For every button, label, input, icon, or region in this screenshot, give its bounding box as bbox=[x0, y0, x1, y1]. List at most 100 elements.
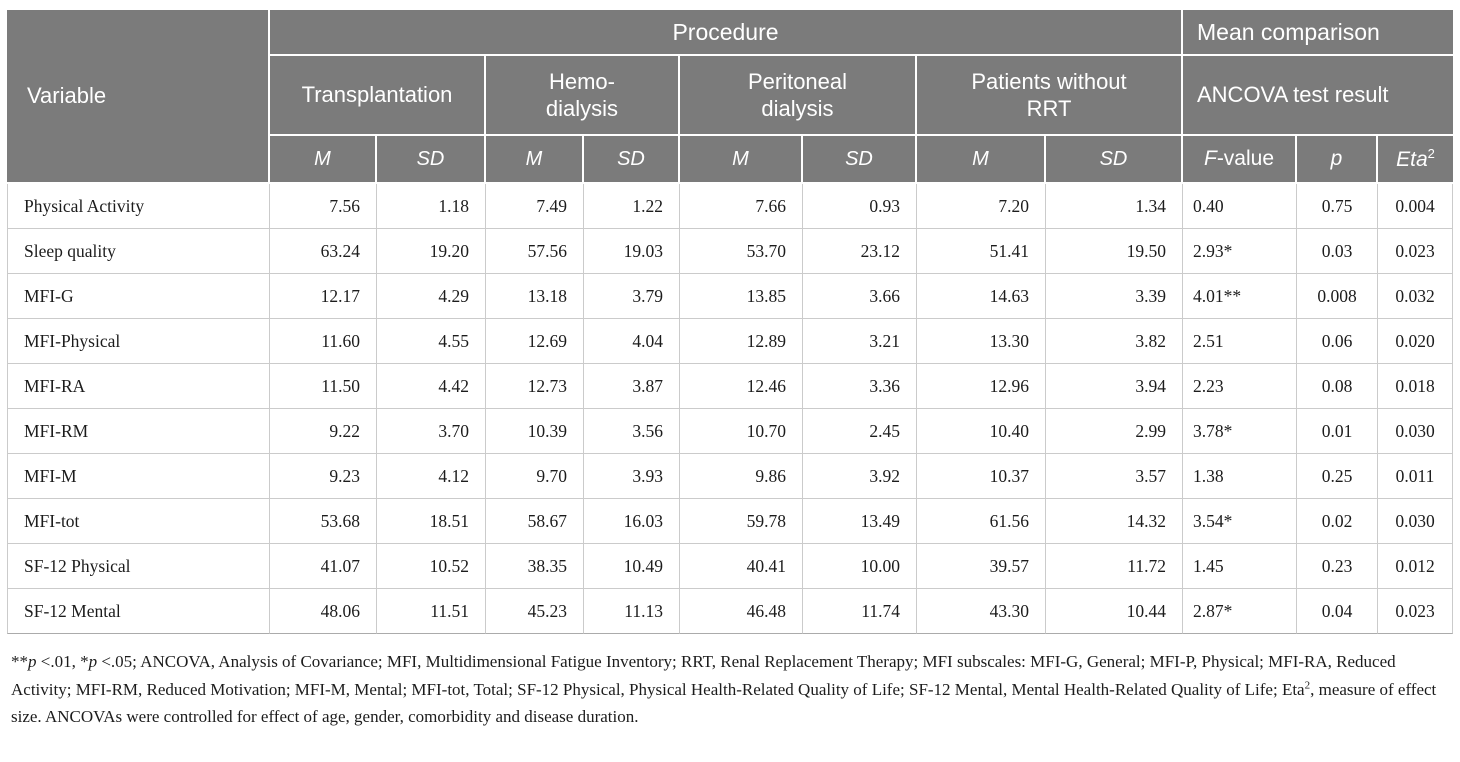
column-header-m-transplantation: M bbox=[270, 136, 377, 184]
cell-sd: 4.04 bbox=[584, 319, 680, 364]
cell-m: 46.48 bbox=[680, 589, 803, 634]
column-header-sd-without-rrt: SD bbox=[1046, 136, 1183, 184]
cell-sd: 10.49 bbox=[584, 544, 680, 589]
cell-m: 59.78 bbox=[680, 499, 803, 544]
cell-sd: 2.45 bbox=[803, 409, 917, 454]
cell-p-value: 0.01 bbox=[1297, 409, 1378, 454]
cell-sd: 4.29 bbox=[377, 274, 486, 319]
cell-m: 12.69 bbox=[486, 319, 584, 364]
cell-eta-squared: 0.023 bbox=[1378, 229, 1453, 274]
row-label: SF-12 Mental bbox=[7, 589, 270, 634]
cell-p-value: 0.08 bbox=[1297, 364, 1378, 409]
cell-f-value: 4.01** bbox=[1183, 274, 1297, 319]
cell-f-value: 3.78* bbox=[1183, 409, 1297, 454]
cell-m: 43.30 bbox=[917, 589, 1046, 634]
eta-label: Eta bbox=[1396, 148, 1428, 171]
column-header-sd-peritoneal: SD bbox=[803, 136, 917, 184]
cell-m: 13.30 bbox=[917, 319, 1046, 364]
footnote-text: <.05; ANCOVA, Analysis of Covariance; MF… bbox=[11, 652, 1396, 699]
cell-m: 12.46 bbox=[680, 364, 803, 409]
cell-m: 10.70 bbox=[680, 409, 803, 454]
cell-sd: 3.79 bbox=[584, 274, 680, 319]
cell-eta-squared: 0.020 bbox=[1378, 319, 1453, 364]
cell-f-value: 2.23 bbox=[1183, 364, 1297, 409]
cell-sd: 1.34 bbox=[1046, 184, 1183, 229]
f-italic: F bbox=[1203, 147, 1217, 170]
sd-label: SD bbox=[416, 147, 445, 170]
cell-sd: 19.50 bbox=[1046, 229, 1183, 274]
cell-sd: 19.03 bbox=[584, 229, 680, 274]
cell-m: 12.73 bbox=[486, 364, 584, 409]
sd-label: SD bbox=[1099, 147, 1128, 170]
cell-sd: 3.39 bbox=[1046, 274, 1183, 319]
cell-sd: 14.32 bbox=[1046, 499, 1183, 544]
cell-sd: 2.99 bbox=[1046, 409, 1183, 454]
cell-m: 11.60 bbox=[270, 319, 377, 364]
row-label: SF-12 Physical bbox=[7, 544, 270, 589]
cell-f-value: 1.45 bbox=[1183, 544, 1297, 589]
cell-f-value: 2.51 bbox=[1183, 319, 1297, 364]
table-footnote: **p <.01, *p <.05; ANCOVA, Analysis of C… bbox=[11, 648, 1449, 731]
cell-sd: 3.92 bbox=[803, 454, 917, 499]
cell-eta-squared: 0.032 bbox=[1378, 274, 1453, 319]
cell-m: 10.37 bbox=[917, 454, 1046, 499]
m-label: M bbox=[525, 147, 543, 170]
column-header-f-value: F-value bbox=[1183, 136, 1297, 184]
cell-eta-squared: 0.030 bbox=[1378, 499, 1453, 544]
cell-m: 39.57 bbox=[917, 544, 1046, 589]
cell-sd: 3.94 bbox=[1046, 364, 1183, 409]
cell-sd: 11.51 bbox=[377, 589, 486, 634]
cell-p-value: 0.03 bbox=[1297, 229, 1378, 274]
cell-sd: 23.12 bbox=[803, 229, 917, 274]
cell-sd: 10.44 bbox=[1046, 589, 1183, 634]
cell-m: 13.85 bbox=[680, 274, 803, 319]
column-group-ancova-test-result: ANCOVA test result bbox=[1183, 56, 1453, 136]
cell-p-value: 0.02 bbox=[1297, 499, 1378, 544]
cell-sd: 3.21 bbox=[803, 319, 917, 364]
table-row: MFI-Physical 11.60 4.55 12.69 4.04 12.89… bbox=[7, 319, 1453, 364]
cell-sd: 3.36 bbox=[803, 364, 917, 409]
cell-sd: 4.12 bbox=[377, 454, 486, 499]
sd-label: SD bbox=[617, 147, 645, 170]
footnote-text: , measure of effect size. ANCOVAs were c… bbox=[11, 679, 1437, 727]
cell-m: 57.56 bbox=[486, 229, 584, 274]
eta-exponent: 2 bbox=[1427, 146, 1435, 161]
cell-sd: 4.42 bbox=[377, 364, 486, 409]
header-row-stats: M SD M SD M SD M SD F-value p Eta2 bbox=[7, 136, 1453, 184]
row-label: MFI-tot bbox=[7, 499, 270, 544]
cell-sd: 3.56 bbox=[584, 409, 680, 454]
cell-sd: 4.55 bbox=[377, 319, 486, 364]
cell-f-value: 2.87* bbox=[1183, 589, 1297, 634]
footnote-text: <.01, bbox=[36, 652, 81, 671]
cell-sd: 3.70 bbox=[377, 409, 486, 454]
p-label: p bbox=[1330, 147, 1343, 170]
cell-sd: 16.03 bbox=[584, 499, 680, 544]
cell-m: 7.49 bbox=[486, 184, 584, 229]
column-group-mean-comparison: Mean comparison bbox=[1183, 10, 1453, 56]
column-header-sd-transplantation: SD bbox=[377, 136, 486, 184]
ancova-results-table: Variable Procedure Mean comparison Trans… bbox=[7, 10, 1453, 634]
column-header-eta-squared: Eta2 bbox=[1378, 136, 1453, 184]
table-row: MFI-RA 11.50 4.42 12.73 3.87 12.46 3.36 … bbox=[7, 364, 1453, 409]
column-header-m-hemodialysis: M bbox=[486, 136, 584, 184]
cell-eta-squared: 0.004 bbox=[1378, 184, 1453, 229]
cell-m: 12.17 bbox=[270, 274, 377, 319]
table-row: MFI-M 9.23 4.12 9.70 3.93 9.86 3.92 10.3… bbox=[7, 454, 1453, 499]
cell-f-value: 1.38 bbox=[1183, 454, 1297, 499]
sd-label: SD bbox=[845, 147, 873, 170]
column-header-sd-hemodialysis: SD bbox=[584, 136, 680, 184]
row-label: MFI-Physical bbox=[7, 319, 270, 364]
column-group-peritoneal-dialysis: Peritoneal dialysis bbox=[680, 56, 917, 136]
cell-sd: 0.93 bbox=[803, 184, 917, 229]
column-header-m-without-rrt: M bbox=[917, 136, 1046, 184]
row-label: MFI-RA bbox=[7, 364, 270, 409]
row-label: MFI-M bbox=[7, 454, 270, 499]
m-label: M bbox=[314, 147, 331, 170]
cell-m: 10.39 bbox=[486, 409, 584, 454]
table-row: SF-12 Physical 41.07 10.52 38.35 10.49 4… bbox=[7, 544, 1453, 589]
footnote-eta-exponent: 2 bbox=[1304, 678, 1311, 691]
cell-m: 9.22 bbox=[270, 409, 377, 454]
cell-sd: 3.87 bbox=[584, 364, 680, 409]
cell-sd: 10.00 bbox=[803, 544, 917, 589]
cell-p-value: 0.06 bbox=[1297, 319, 1378, 364]
